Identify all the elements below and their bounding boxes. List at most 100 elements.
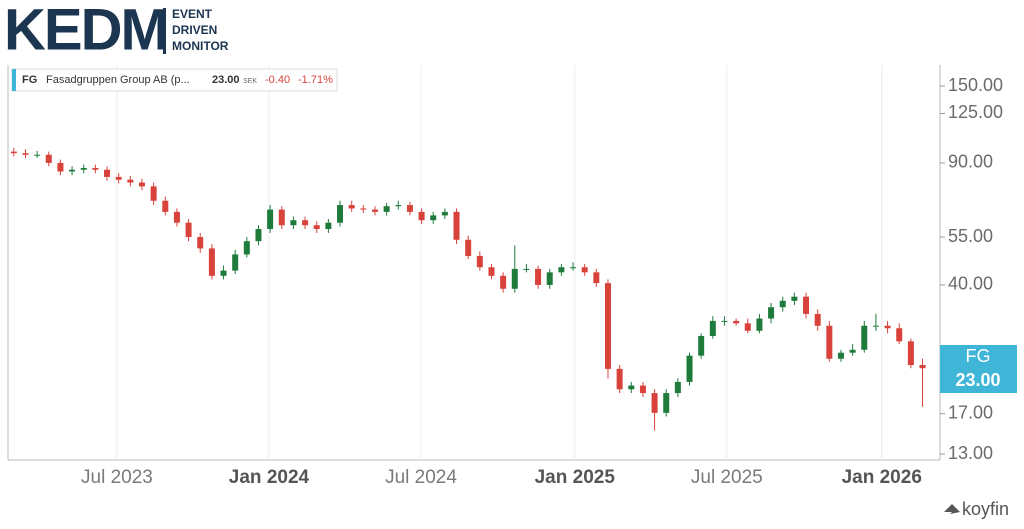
brand: koyfin — [962, 499, 1009, 519]
legend-swatch — [12, 69, 16, 91]
candle-body — [709, 320, 716, 336]
candle — [69, 166, 76, 176]
candle-body — [698, 335, 705, 356]
candle-body — [138, 182, 145, 187]
candle-body — [34, 154, 41, 156]
candle-body — [581, 267, 588, 273]
candle — [313, 221, 320, 233]
candle-body — [80, 168, 87, 170]
candle-body — [185, 222, 192, 238]
candle-body — [325, 222, 332, 230]
x-tick-label: Jul 2025 — [691, 467, 763, 488]
brand-icon — [944, 504, 960, 514]
candle — [197, 232, 204, 253]
candle-body — [884, 325, 891, 329]
candle-body — [570, 267, 577, 269]
candle-body — [10, 151, 17, 154]
candle — [686, 352, 693, 386]
candle-body — [162, 200, 169, 212]
candle — [768, 302, 775, 324]
candle-body — [861, 325, 868, 350]
candle-body — [92, 168, 99, 170]
candle — [733, 318, 740, 326]
candle-body — [488, 267, 495, 276]
candle — [10, 147, 17, 157]
candle — [628, 381, 635, 394]
candle — [80, 164, 87, 174]
candle-body — [313, 225, 320, 230]
candle-body — [756, 318, 763, 331]
candle-body — [744, 323, 751, 331]
candle — [232, 249, 239, 275]
candle — [581, 263, 588, 276]
candle-body — [523, 268, 530, 270]
candle-body — [278, 209, 285, 226]
candle-body — [302, 220, 309, 226]
candle-body — [500, 275, 507, 289]
candle-body — [197, 237, 204, 249]
candle-body — [791, 296, 798, 301]
candle — [500, 272, 507, 293]
candle-body — [57, 162, 64, 172]
candle-body — [896, 328, 903, 342]
candle — [127, 176, 134, 187]
candle-body — [814, 313, 821, 326]
candle — [267, 205, 274, 233]
candle-body — [733, 320, 740, 324]
candle-body — [907, 341, 914, 365]
candle-body — [639, 385, 646, 394]
candle-body — [453, 211, 460, 240]
candle-body — [628, 385, 635, 390]
candle-body — [208, 248, 215, 276]
candle — [465, 235, 472, 260]
candle — [616, 364, 623, 394]
candle — [488, 263, 495, 280]
candle — [150, 182, 157, 206]
candle — [476, 251, 483, 271]
y-tick-label: 17.00 — [948, 402, 993, 422]
candle — [453, 208, 460, 245]
candle — [604, 279, 611, 379]
candle-body — [255, 229, 262, 242]
y-tick-label: 40.00 — [948, 274, 993, 294]
candle — [721, 316, 728, 326]
candle — [92, 164, 99, 174]
candle — [803, 292, 810, 319]
candle-body — [127, 179, 134, 183]
candle-body — [441, 211, 448, 216]
candle-body — [686, 355, 693, 382]
candle-body — [558, 267, 565, 273]
candle — [896, 323, 903, 345]
candle — [371, 206, 378, 216]
legend-currency: SEK — [243, 78, 257, 85]
candle-body — [593, 272, 600, 284]
y-tick-label: 150.00 — [948, 75, 1003, 95]
candle-body — [290, 220, 297, 226]
candle — [884, 320, 891, 334]
candle — [220, 265, 227, 280]
candle — [290, 216, 297, 230]
candle — [639, 381, 646, 397]
candle-body — [779, 300, 786, 308]
candle-body — [616, 368, 623, 390]
candle — [849, 344, 856, 356]
candle — [243, 237, 250, 258]
x-tick-label: Jul 2023 — [81, 467, 153, 488]
candle-body — [337, 205, 344, 223]
candle — [663, 389, 670, 417]
candle-body — [371, 209, 378, 212]
candle — [395, 200, 402, 210]
candle-body — [430, 215, 437, 221]
candle-body — [104, 169, 111, 177]
candle — [348, 200, 355, 212]
candle — [511, 245, 518, 293]
candle — [744, 318, 751, 334]
candle-body — [872, 325, 879, 327]
candle-body — [348, 205, 355, 209]
candle-body — [115, 176, 122, 180]
legend-price: 23.00 — [212, 74, 240, 86]
candle — [756, 313, 763, 334]
candle — [208, 244, 215, 280]
